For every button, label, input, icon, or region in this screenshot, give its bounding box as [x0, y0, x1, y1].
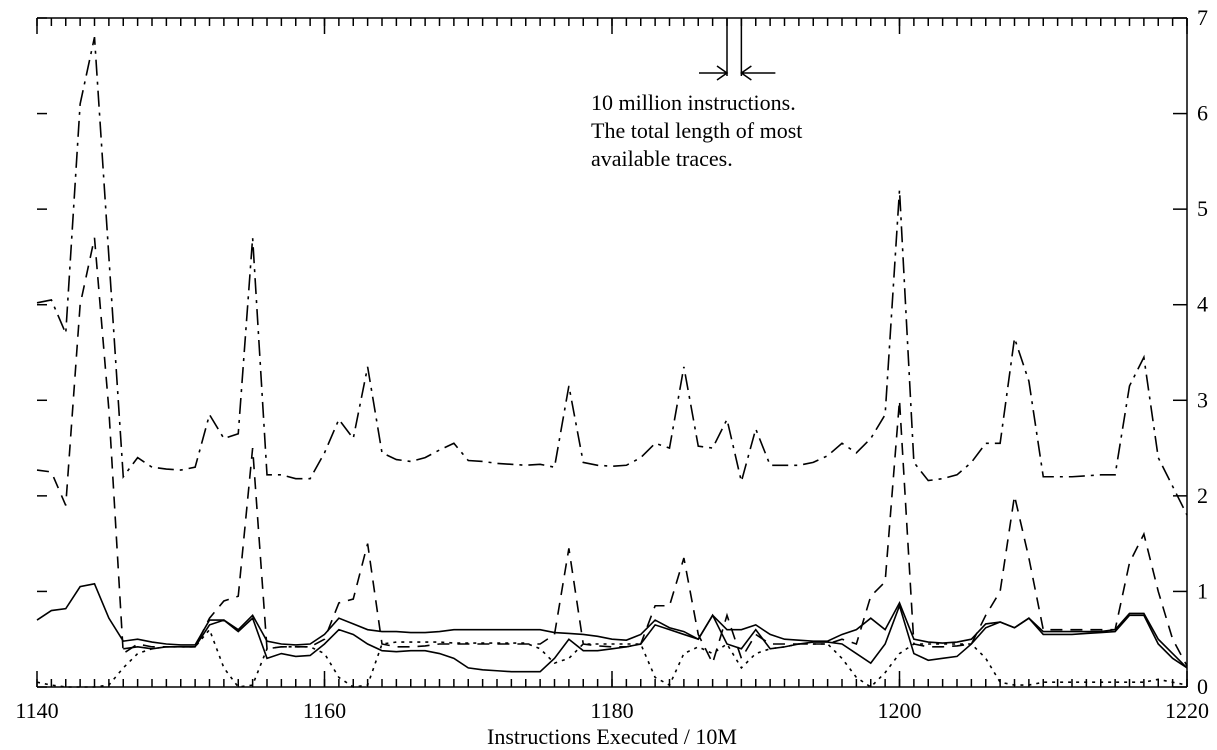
y-tick-label: 4: [1197, 292, 1208, 317]
series-line: [123, 603, 1188, 673]
x-tick-label: 1220: [1165, 698, 1209, 723]
series-line: [36, 36, 1188, 516]
series-line: [36, 237, 1188, 667]
x-tick-label: 1160: [303, 698, 346, 723]
annotation: 10 million instructions.: [591, 90, 796, 115]
y-tick-label: 5: [1197, 196, 1208, 221]
series-line: [36, 628, 1188, 689]
y-tick-label: 2: [1197, 483, 1208, 508]
annotation: available traces.: [591, 146, 733, 171]
arrow: [699, 65, 729, 81]
y-tick-label: 7: [1197, 5, 1208, 30]
x-tick-label: 1180: [590, 698, 633, 723]
x-tick-label: 1200: [878, 698, 922, 723]
y-tick-label: 3: [1197, 387, 1208, 412]
annotation: The total length of most: [591, 118, 802, 143]
y-tick-label: 0: [1197, 674, 1208, 699]
x-tick-label: 1140: [15, 698, 58, 723]
y-tick-label: 6: [1197, 101, 1208, 126]
y-tick-label: 1: [1197, 578, 1208, 603]
x-axis-label: Instructions Executed / 10M: [487, 724, 737, 749]
arrow: [740, 65, 776, 81]
